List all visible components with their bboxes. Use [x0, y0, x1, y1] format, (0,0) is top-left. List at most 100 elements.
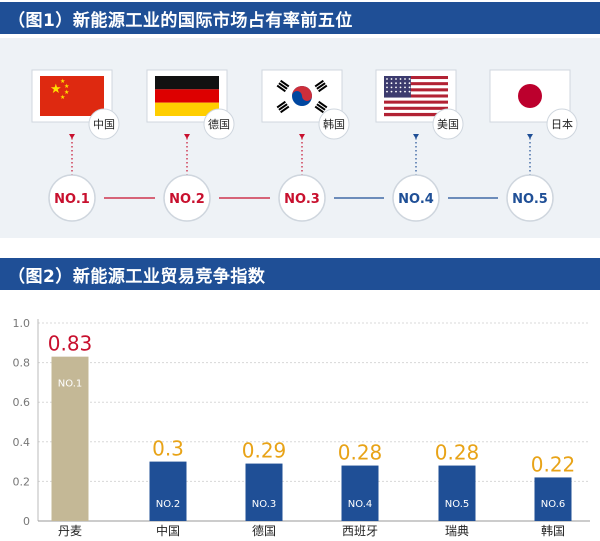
- flag-stripe: [384, 100, 448, 104]
- flag-star: [390, 78, 393, 80]
- rank-stem-arrow: [413, 134, 419, 139]
- category-label: 西班牙: [342, 524, 378, 538]
- flag-star: [408, 86, 411, 89]
- bar-rank-label: NO.3: [252, 499, 277, 510]
- flag-trigram: [316, 82, 326, 90]
- flag-star: [399, 86, 402, 89]
- rank-node: [48, 174, 96, 222]
- y-tick-label: 1.0: [13, 317, 31, 330]
- flag-stripe: [384, 94, 448, 98]
- bar-rank-label: NO.1: [58, 379, 83, 390]
- category-label: 中国: [156, 523, 180, 538]
- country-label: 美国: [437, 118, 459, 131]
- flag-canton: [384, 76, 411, 98]
- rank-label: NO.3: [284, 192, 320, 207]
- rank-node: [392, 174, 440, 222]
- country-label: 中国: [93, 118, 115, 131]
- flag-stripe: [155, 76, 219, 90]
- flag-star: [395, 86, 397, 89]
- value-label: 0.29: [242, 439, 287, 463]
- rank-stem-arrow: [69, 134, 75, 139]
- flag-star: [399, 90, 402, 93]
- rank-label: NO.1: [54, 192, 90, 207]
- flag-stripe: [384, 85, 448, 89]
- country-label: 德国: [208, 117, 230, 131]
- flag-star: [408, 82, 411, 85]
- section1-title: （图1）新能源工业的国际市场占有率前五位: [8, 10, 353, 31]
- rank-stem-arrow: [299, 134, 305, 139]
- flag-stripe: [384, 112, 448, 117]
- country-label-bubble: [318, 108, 350, 140]
- flag-star: [390, 90, 393, 93]
- bar-rank-label: NO.2: [156, 499, 181, 510]
- bar-rank-label: NO.6: [541, 499, 566, 510]
- category-label: 瑞典: [445, 524, 469, 538]
- flag-star: [386, 90, 388, 93]
- flag-stripe: [384, 88, 448, 92]
- flag-star: [386, 82, 388, 85]
- rank-label: NO.2: [169, 192, 205, 207]
- y-tick-label: 0.8: [13, 357, 31, 370]
- flag-star: [404, 82, 406, 85]
- flag-star: [390, 86, 393, 89]
- y-tick-label: 0.6: [13, 396, 31, 409]
- rank-stem-arrow: [184, 134, 190, 139]
- flag-star: ★: [60, 94, 65, 101]
- rank-node: [278, 174, 326, 222]
- flag-trigram: [276, 84, 286, 93]
- flag-star: [408, 90, 411, 93]
- flag-star: [395, 90, 397, 93]
- flag-stripe: [384, 97, 448, 101]
- flag-trigram: [278, 103, 288, 111]
- flag-trigram: [314, 105, 324, 114]
- flag-trigram: [280, 79, 290, 88]
- rank-node: [163, 174, 211, 222]
- value-label: 0.22: [531, 452, 576, 476]
- flag-trigram: [318, 84, 328, 93]
- country-label-bubble: [203, 108, 235, 140]
- bar: [534, 477, 572, 521]
- rank-item: 美国 NO.4: [375, 69, 464, 222]
- flag-taegeuk: [292, 86, 312, 101]
- flag-stripe: [155, 102, 219, 116]
- flag-sun: [518, 84, 542, 108]
- flag-star: [386, 78, 388, 80]
- country-label-bubble: [88, 108, 120, 140]
- flag-stripe: [384, 91, 448, 95]
- country-label: 日本: [551, 117, 573, 131]
- category-label: 韩国: [541, 523, 565, 538]
- flag-stripe: [384, 76, 448, 80]
- flag-star: [404, 86, 406, 89]
- flag-trigram: [314, 79, 324, 88]
- flag-star: [386, 86, 388, 89]
- y-tick-label: 0.2: [13, 475, 31, 488]
- flag-stripe: [384, 82, 448, 86]
- y-tick-label: 0.4: [13, 436, 31, 449]
- rank-stem-arrow: [527, 134, 533, 139]
- bar: [51, 356, 89, 521]
- flag-stripe: [384, 79, 448, 83]
- bar: [341, 465, 379, 521]
- flag-stripe: [384, 103, 448, 107]
- flag-star: ★: [60, 78, 65, 85]
- rank-label: NO.4: [398, 192, 434, 207]
- bar-rank-label: NO.5: [445, 499, 470, 510]
- value-label: 0.28: [435, 441, 480, 465]
- flag-trigram: [316, 103, 326, 111]
- flag-trigram: [280, 105, 290, 114]
- flag-trigram: [276, 100, 286, 109]
- category-label: 丹麦: [58, 524, 82, 538]
- flag-stripe: [384, 109, 448, 114]
- flag-star: [399, 82, 402, 85]
- value-label: 0.28: [338, 441, 383, 465]
- value-label: 0.83: [48, 332, 93, 356]
- value-label: 0.3: [152, 437, 184, 461]
- bar: [245, 463, 283, 521]
- flag-star: [395, 82, 397, 85]
- rank-label: NO.5: [512, 192, 548, 207]
- bar: [438, 465, 476, 521]
- flag-stripe: [384, 106, 448, 111]
- country-label-bubble: [432, 108, 464, 140]
